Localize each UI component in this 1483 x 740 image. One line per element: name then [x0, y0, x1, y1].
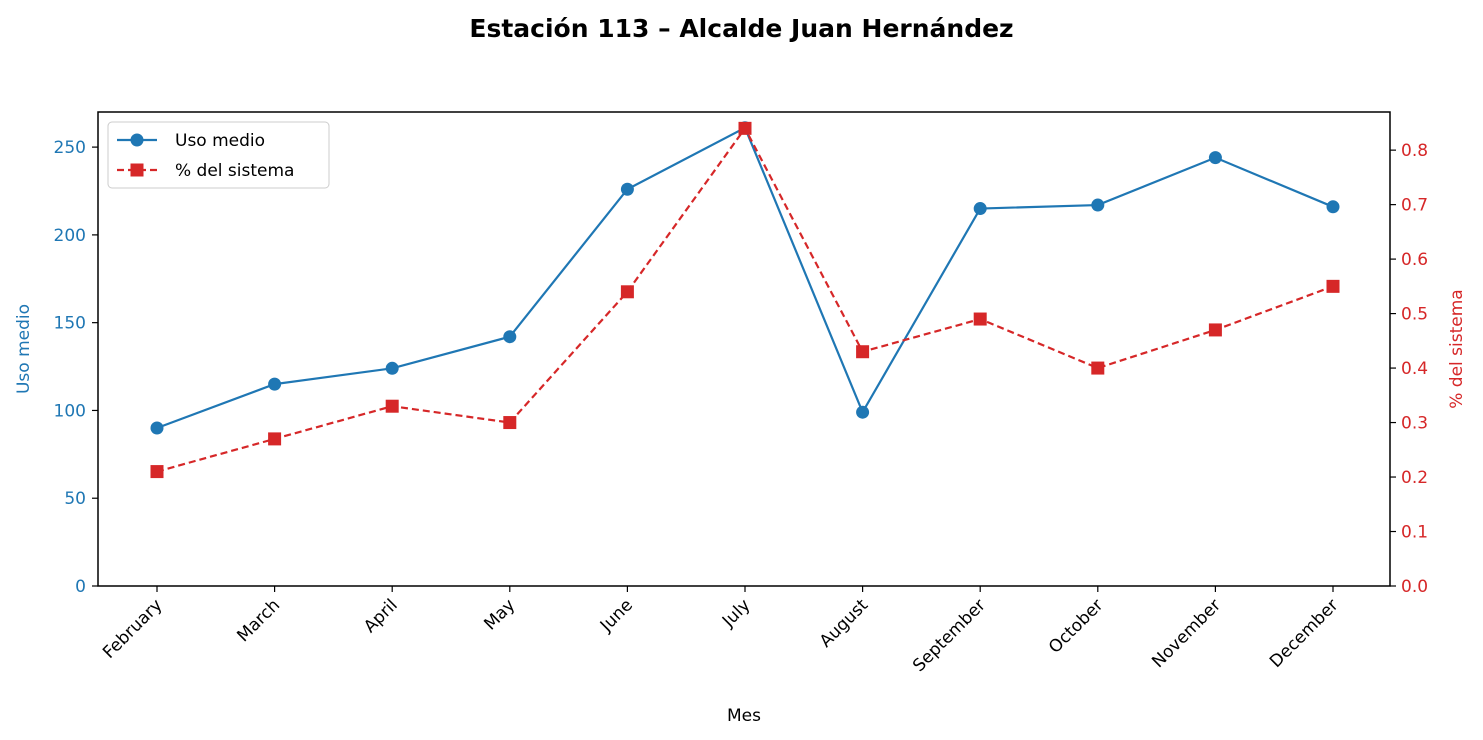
x-tick-label: September	[909, 595, 990, 676]
series-2-point	[973, 312, 987, 326]
series-2-point	[1208, 323, 1222, 337]
x-tick-label: June	[596, 595, 637, 636]
series-2-point	[150, 465, 164, 479]
series-1-point	[1326, 200, 1340, 214]
series-2-point	[1091, 361, 1105, 375]
legend-label-2: % del sistema	[175, 161, 294, 181]
y-left-tick-label: 200	[54, 226, 86, 246]
y-right-tick-label: 0.8	[1401, 141, 1428, 161]
y-right-tick-label: 0.1	[1401, 523, 1428, 543]
series-2-point	[385, 399, 399, 413]
series-1-point	[385, 361, 399, 375]
series-1-point	[620, 182, 634, 196]
series-1-point	[1091, 198, 1105, 212]
x-tick-label: July	[718, 595, 754, 631]
y-right-tick-label: 0.0	[1401, 577, 1428, 597]
y-right-tick-label: 0.3	[1401, 414, 1428, 434]
y-right-tick-label: 0.6	[1401, 250, 1428, 270]
axes-layer: 0 50 100 150 200 250 0.0 0.1 0.2 0.3 0.4 0.5 0.6 0.7 0…	[14, 111, 1467, 726]
x-tick-label: November	[1148, 595, 1225, 672]
y-right-tick-label: 0.5	[1401, 305, 1428, 325]
y-left-axis-label: Uso medio	[14, 304, 34, 394]
y-right-axis-label: % del sistema	[1447, 289, 1467, 408]
series-line-1	[156, 126, 1334, 430]
x-tick-label: February	[99, 595, 166, 662]
series-1-point	[1208, 151, 1222, 165]
x-tick-label: October	[1045, 595, 1107, 657]
legend: Uso medio % del sistema	[107, 121, 330, 189]
legend-marker-1	[130, 133, 144, 147]
x-tick-label: April	[360, 595, 402, 637]
x-tick-label: March	[233, 595, 284, 646]
legend-label-1: Uso medio	[175, 131, 265, 151]
x-tick-label: December	[1266, 595, 1342, 671]
series-2-point	[620, 285, 634, 299]
y-right-tick-label: 0.7	[1401, 196, 1428, 216]
chart-title: Estación 113 – Alcalde Juan Hernández	[469, 14, 1014, 43]
series-2-point	[1326, 279, 1340, 293]
series-layer	[150, 121, 1340, 479]
x-axis-label: Mes	[727, 706, 761, 726]
series-2-point	[738, 121, 752, 135]
legend-box	[107, 121, 330, 189]
y-right-tick-label: 0.2	[1401, 468, 1428, 488]
series-1-point	[973, 202, 987, 216]
x-tick-label: August	[816, 595, 872, 651]
series-1-point	[150, 421, 164, 435]
y-left-tick-label: 50	[64, 489, 86, 509]
y-left-tick-label: 0	[75, 577, 86, 597]
y-left-tick-label: 150	[54, 314, 86, 334]
series-2-point	[856, 345, 870, 359]
y-right-tick-label: 0.4	[1401, 359, 1428, 379]
series-line-2	[156, 126, 1334, 473]
series-2-point	[503, 416, 517, 430]
y-left-tick-label: 250	[54, 138, 86, 158]
plot-frame	[97, 111, 1391, 587]
y-left-tick-label: 100	[54, 401, 86, 421]
series-1-point	[503, 330, 517, 344]
x-tick-label: May	[480, 595, 519, 634]
legend-marker-2	[130, 163, 144, 177]
series-1-point	[268, 377, 282, 391]
series-2-point	[268, 432, 282, 446]
series-1-point	[856, 405, 870, 419]
